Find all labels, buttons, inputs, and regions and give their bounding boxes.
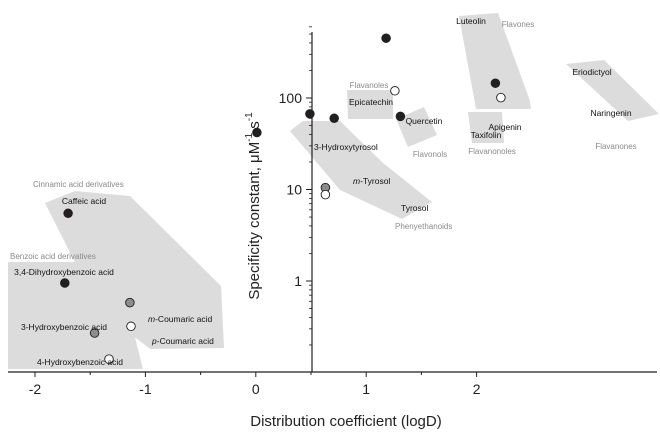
group-labels: Cinnamic acid derivatives Benzoic acid de… [10, 20, 637, 261]
y-tick-label: 100 [279, 90, 303, 106]
region-cinnamic-acid-derivatives [45, 191, 224, 349]
x-tick-label: -2 [29, 381, 42, 397]
point-tyrosol [320, 189, 331, 200]
point-m-coumaric-acid [125, 297, 135, 308]
data-points [60, 33, 506, 364]
group-label: Benzoic acid derivatives [10, 252, 96, 261]
group-regions [8, 13, 659, 369]
point-label: Epicatechin [349, 97, 393, 107]
region-benzoic-acid-derivatives [8, 262, 143, 369]
y-tick-label: 10 [286, 182, 302, 198]
point-3-hydroxytyrosol [252, 127, 262, 138]
point-label: Apigenin [488, 122, 521, 132]
point-label: Luteolin [456, 16, 486, 26]
point-label: 3-Hydroxytyrosol [314, 142, 378, 152]
group-label: Flavanones [595, 142, 636, 151]
group-label: Phenyethanoids [395, 222, 452, 231]
x-tick-label: 0 [252, 381, 260, 397]
point-label: Eriodictyol [572, 67, 611, 77]
y-axis-title: Specificity constant, μM-1 s-1 [244, 112, 263, 300]
point-luteolin [381, 33, 391, 43]
y-axis-title-exp1: -1 [244, 132, 255, 141]
point-p-coumaric-acid [126, 321, 136, 332]
region-flavanones [566, 60, 659, 121]
y-axis-title-mid: s [246, 121, 263, 133]
group-label: Flavanoles [350, 81, 389, 90]
axes: -2 -1 0 1 2 1 10 100 [8, 26, 657, 397]
point-quercetin [329, 113, 339, 124]
point-eriodictyol [490, 78, 501, 88]
point-label: 3-Hydroxybenzoic acid [21, 322, 107, 332]
x-tick-label: -1 [139, 381, 152, 397]
point-label: Taxifolin [471, 130, 502, 140]
y-axis-title-main: Specificity constant, μM [246, 142, 263, 300]
region-flavones [459, 13, 531, 109]
point-label: Tyrosol [401, 203, 429, 213]
x-axis-title: Distribution coefficient (logD) [250, 413, 441, 430]
x-tick-label: 2 [473, 381, 481, 397]
region-flavonols [396, 107, 437, 147]
group-label: Flavones [502, 20, 534, 29]
point-label: Quercetin [406, 116, 443, 126]
point-epicatechin [305, 109, 315, 119]
point-labels: Caffeic acid 3,4-Dihydroxybenzoic acid 3-H… [14, 16, 632, 367]
y-axis-title-exp2: -1 [244, 112, 255, 121]
y-tick-label: 1 [294, 273, 302, 289]
point-3-4-dihydroxybenzoic-acid [60, 278, 70, 288]
point-label: Naringenin [590, 108, 631, 118]
point-4-hydroxybenzoic-acid [104, 354, 114, 364]
point-label: p-Coumaric acid [151, 336, 214, 346]
point-caffeic-acid [63, 208, 73, 219]
region-phenyethanoids [290, 121, 432, 219]
point-3-hydroxybenzoic-acid [89, 328, 100, 338]
point-label: Caffeic acid [62, 196, 107, 206]
region-flavanonoles [468, 112, 504, 143]
point-label: 3,4-Dihydroxybenzoic acid [14, 267, 114, 277]
point-taxifolin [395, 111, 406, 122]
point-naringenin [496, 92, 506, 103]
point-label: m-Coumaric acid [148, 314, 213, 324]
region-flavanoles [347, 90, 393, 119]
x-tick-label: 1 [362, 381, 370, 397]
group-label: Flavonols [413, 150, 447, 159]
point-label: m-Tyrosol [353, 176, 390, 186]
group-label: Cinnamic acid derivatives [33, 180, 124, 189]
group-label: Flavanonoles [468, 147, 516, 156]
point-apigenin [390, 86, 400, 96]
point-label: 4-Hydroxybenzoic acid [37, 357, 123, 367]
